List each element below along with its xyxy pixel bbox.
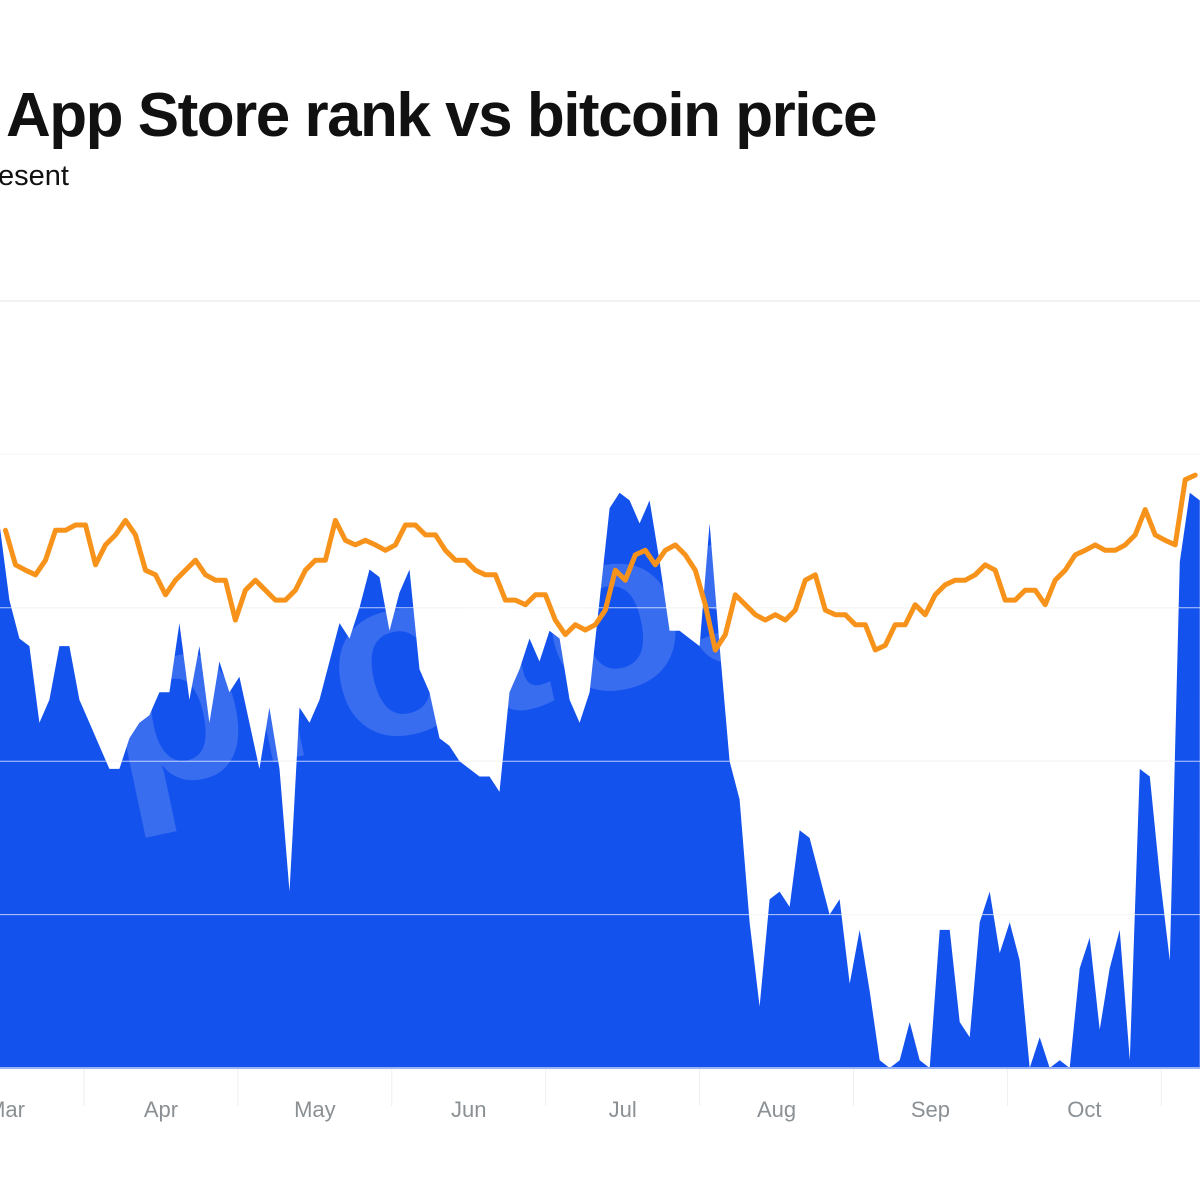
x-tick-label: Sep — [911, 1097, 950, 1122]
x-tick-label: May — [294, 1097, 336, 1122]
x-axis-labels: MarAprMayJunJulAugSepOctNov — [0, 1097, 1101, 1122]
chart-subtitle: esent — [0, 160, 69, 192]
x-tick-label: Apr — [144, 1097, 178, 1122]
x-tick-label: Mar — [0, 1097, 25, 1122]
x-tick-label: Jun — [451, 1097, 486, 1122]
bitcoin-price-line — [3, 472, 1198, 653]
x-tick-label: Aug — [757, 1097, 796, 1122]
chart-title: App Store rank vs bitcoin price — [6, 81, 877, 150]
x-tick-label: Jul — [609, 1097, 637, 1122]
month-separators — [83, 1068, 1162, 1106]
app-store-rank-area — [0, 492, 1200, 1068]
x-tick-label: Oct — [1067, 1097, 1101, 1122]
